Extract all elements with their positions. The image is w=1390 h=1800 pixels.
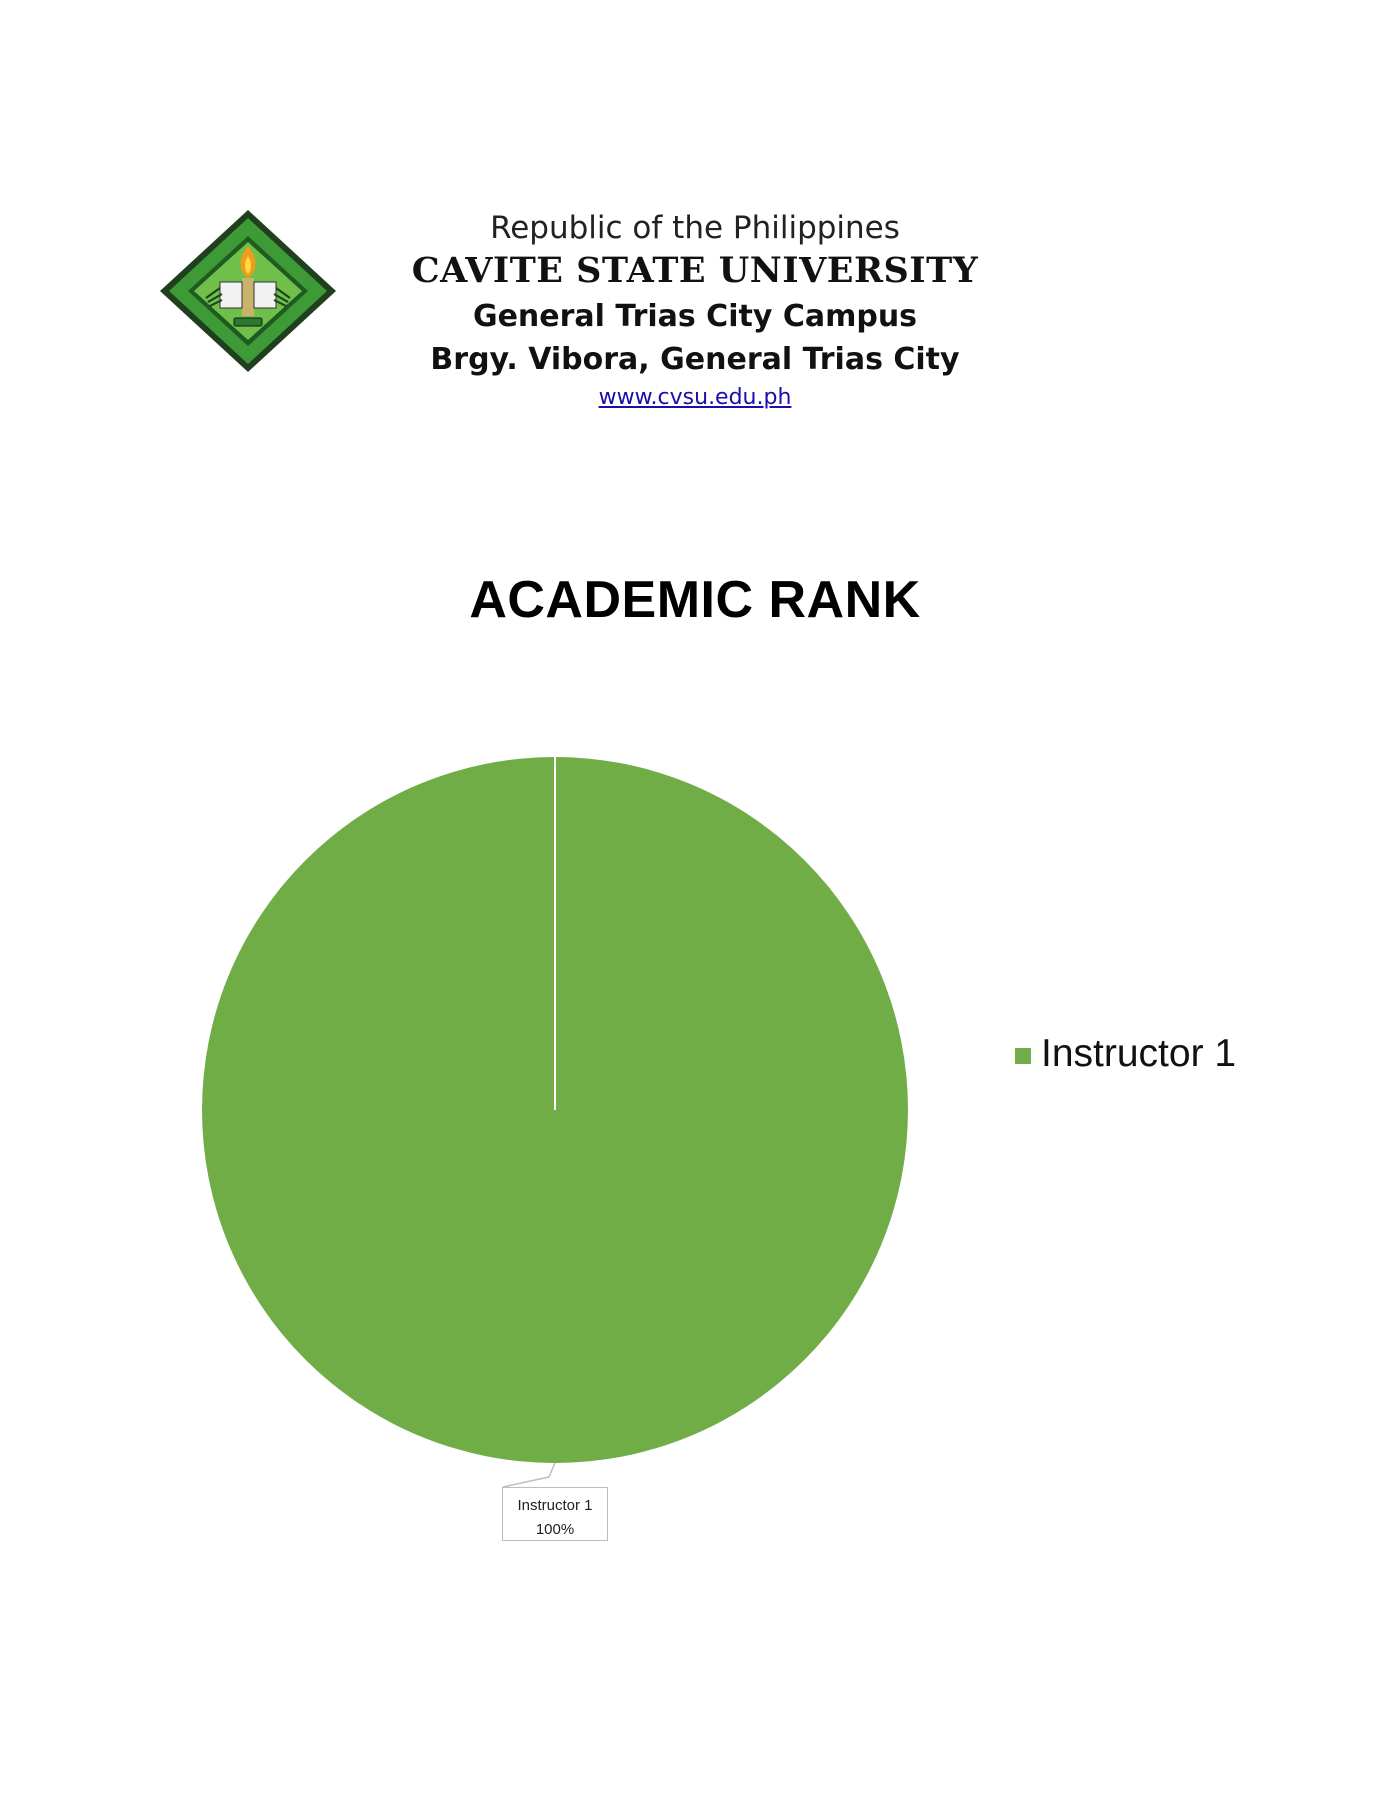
chart-title: ACADEMIC RANK xyxy=(469,571,921,629)
republic-heading: Republic of the Philippines xyxy=(490,210,900,246)
pie-data-label: Instructor 1 100% xyxy=(502,1487,608,1541)
seal-emblem xyxy=(160,210,336,372)
data-label-percent: 100% xyxy=(535,1521,575,1538)
campus-name: General Trias City Campus xyxy=(472,299,918,334)
data-label-category: Instructor 1 xyxy=(517,1497,593,1514)
campus-address: Brgy. Vibora, General Trias City xyxy=(430,342,960,377)
chart-legend: Instructor 1 xyxy=(1015,1032,1236,1076)
legend-swatch xyxy=(1015,1048,1031,1064)
university-seal-logo xyxy=(156,206,340,376)
data-label-leader-line xyxy=(502,1462,556,1488)
legend-entry-label: Instructor 1 xyxy=(1041,1032,1237,1075)
website-link[interactable]: www.cvsu.edu.ph xyxy=(598,385,792,410)
university-name: CAVITE STATE UNIVERSITY xyxy=(411,250,979,291)
